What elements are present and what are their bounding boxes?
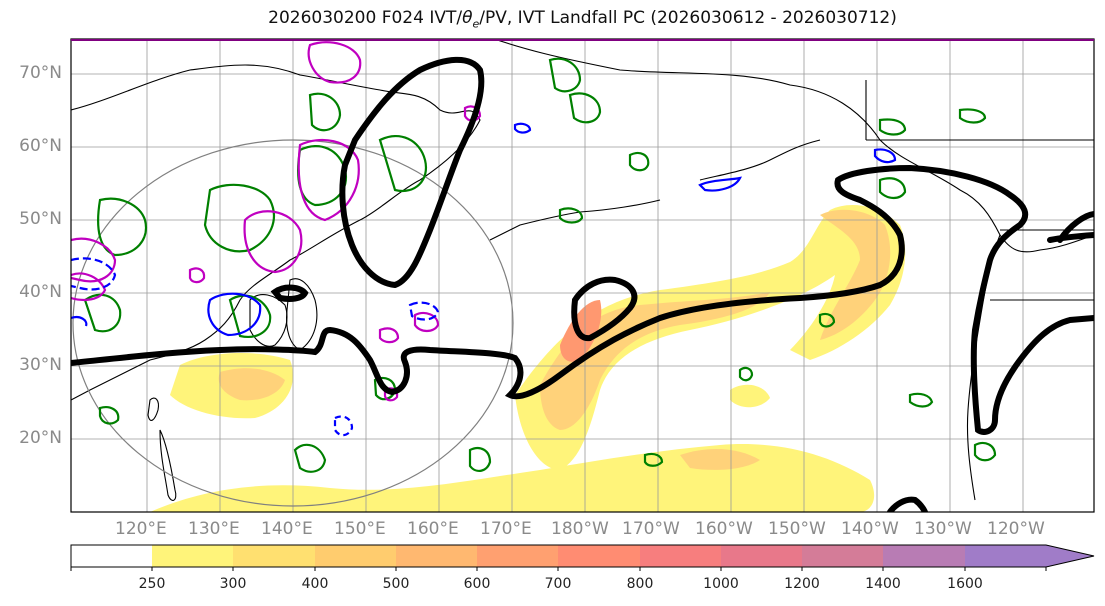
lon-label-130w: 130°W [914, 519, 972, 539]
lat-label-30n: 30°N [19, 355, 62, 375]
lon-label-140w: 140°W [841, 519, 899, 539]
pc-main-line [71, 164, 1094, 435]
lat-label-50n: 50°N [19, 209, 62, 229]
ivt-small-blob [730, 384, 770, 408]
lon-label-160e: 160°E [407, 519, 459, 539]
pc-mid-loop [571, 276, 638, 342]
colorbar [70, 544, 1095, 571]
ivt-nw-arm [820, 209, 891, 340]
colorbar-label-300: 300 [219, 576, 247, 592]
pc-south-hook [887, 496, 928, 512]
map-title: 2026030200 F024 IVT/θe/PV, IVT Landfall … [268, 8, 897, 31]
lon-label-150w: 150°W [768, 519, 826, 539]
colorbar-label-1400: 1400 [865, 576, 901, 592]
landfall-pc-contours [71, 56, 1094, 512]
lat-label-70n: 70°N [19, 63, 62, 83]
lon-label-150e: 150°E [334, 519, 386, 539]
pc-ne-loop [1047, 232, 1094, 243]
pc-north-loop [339, 56, 485, 289]
lon-label-180w: 180°W [551, 519, 609, 539]
landfall-radius-circle [72, 139, 514, 507]
lon-label-140e: 140°E [261, 519, 313, 539]
pc-small-loop [270, 284, 309, 302]
colorbar-label-250: 250 [138, 576, 166, 592]
lon-label-170e: 170°E [480, 519, 532, 539]
ivt-west-core [218, 368, 285, 401]
lat-label-60n: 60°N [19, 136, 62, 156]
colorbar-label-700: 700 [544, 576, 572, 592]
theta-e-contours [83, 57, 997, 473]
colorbar-label-1200: 1200 [784, 576, 820, 592]
colorbar-label-1000: 1000 [703, 576, 739, 592]
colorbar-label-800: 800 [626, 576, 654, 592]
ivt-south-core [680, 448, 760, 470]
lon-label-120e: 120°E [115, 519, 167, 539]
colorbar-label-600: 600 [463, 576, 491, 592]
lon-label-120w: 120°W [987, 519, 1045, 539]
colorbar-label-400: 400 [301, 576, 329, 592]
colorbar-label-1600: 1600 [947, 576, 983, 592]
lat-label-20n: 20°N [19, 428, 62, 448]
lon-label-160w: 160°W [695, 519, 753, 539]
ivt-plume-east [515, 205, 906, 470]
colorbar-label-500: 500 [382, 576, 410, 592]
lon-label-130e: 130°E [188, 519, 240, 539]
lat-label-40n: 40°N [19, 282, 62, 302]
pv-contours [71, 41, 482, 402]
negative-contours [71, 122, 897, 437]
graticule [71, 39, 1094, 512]
lon-label-170w: 170°W [622, 519, 680, 539]
